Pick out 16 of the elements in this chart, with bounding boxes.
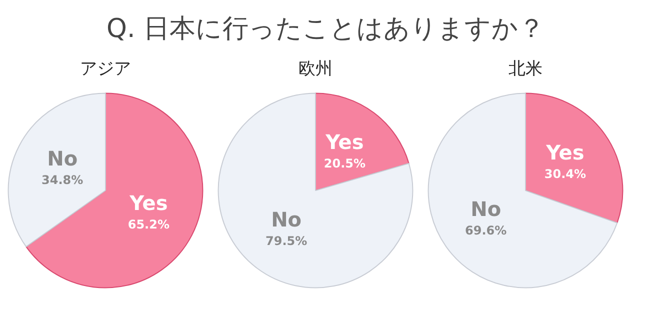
slice-label: No xyxy=(47,146,78,170)
text: Q. 日本に行ったことはありますか？ xyxy=(106,14,545,44)
slice-label: No xyxy=(271,208,302,232)
slice-label: Yes xyxy=(128,191,168,216)
data-label: 65.2% xyxy=(128,218,170,232)
chart-title: 欧州 xyxy=(298,59,332,80)
slice-label: Yes xyxy=(324,130,364,154)
data-label: 34.8% xyxy=(42,172,84,187)
slice-label: Yes xyxy=(545,140,584,165)
slice-label: No xyxy=(470,196,502,221)
data-label: 30.4% xyxy=(544,167,586,182)
chart-title: 北米 xyxy=(508,59,542,80)
chart-title: アジア xyxy=(80,59,131,80)
data-label: 20.5% xyxy=(324,156,366,170)
data-label: 79.5% xyxy=(265,234,308,248)
data-label: 69.6% xyxy=(465,223,507,238)
